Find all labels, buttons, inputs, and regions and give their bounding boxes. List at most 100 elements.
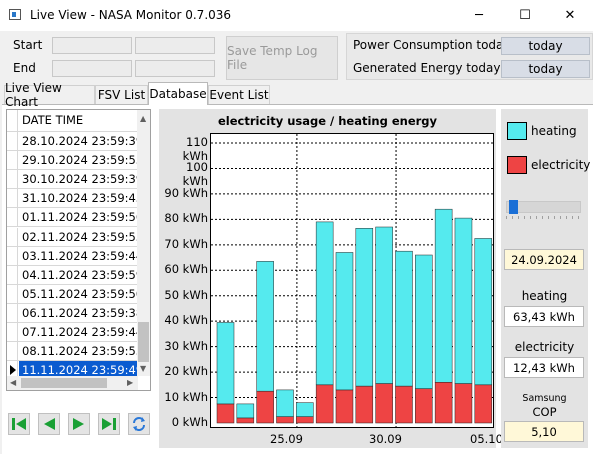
heating-bar xyxy=(355,228,374,387)
row-indicator[interactable] xyxy=(7,303,18,322)
heating-bar xyxy=(256,261,274,392)
y-tick-label: 60 kWh xyxy=(164,262,208,277)
heating-bar xyxy=(335,252,354,391)
tab-database[interactable]: Database xyxy=(148,82,208,105)
date-slider[interactable] xyxy=(506,200,581,219)
legend-electricity-swatch xyxy=(507,156,527,174)
title-bar xyxy=(0,0,593,31)
cell-date-time: 30.10.2024 23:59:39 xyxy=(22,172,144,187)
cell-date-time: 05.11.2024 23:59:50 xyxy=(22,286,144,301)
cell-date-time: 29.10.2024 23:59:55 xyxy=(22,153,144,168)
heating-bar xyxy=(454,217,473,384)
heating-bar xyxy=(276,389,294,417)
electricity-bar xyxy=(236,417,255,424)
table-row[interactable]: 30.10.2024 23:59:39 xyxy=(7,170,143,190)
tab-fsv-list[interactable]: FSV List xyxy=(95,85,148,104)
legend-electricity-label: electricity xyxy=(531,158,591,172)
end-time-field[interactable] xyxy=(135,60,215,77)
scroll-down-icon[interactable]: ▼ xyxy=(140,364,147,373)
table-row[interactable]: 28.10.2024 23:59:39 xyxy=(7,132,143,151)
y-tick-label: 10 kWh xyxy=(164,389,208,404)
maximize-icon: ☐ xyxy=(519,8,531,23)
column-header-date-time[interactable]: DATE TIME xyxy=(22,113,84,127)
refresh-icon xyxy=(133,417,145,431)
chart-plot-area[interactable] xyxy=(210,133,494,428)
tab-live-view-chart[interactable]: Live View Chart xyxy=(4,81,95,109)
vertical-scrollbar[interactable]: ▲ ▼ xyxy=(137,110,150,376)
close-button[interactable]: ✕ xyxy=(547,0,593,31)
cell-date-time: 02.11.2024 23:59:55 xyxy=(22,229,144,244)
row-indicator[interactable] xyxy=(7,151,18,170)
cell-date-time: 07.11.2024 23:59:44 xyxy=(22,325,144,339)
end-label: End xyxy=(13,61,36,75)
table-row[interactable]: 04.11.2024 23:59:59 xyxy=(7,265,143,285)
table-row[interactable]: 31.10.2024 23:59:43 xyxy=(7,189,143,209)
table-row[interactable]: 07.11.2024 23:59:44 xyxy=(7,323,143,342)
start-label: Start xyxy=(13,38,43,52)
row-indicator[interactable] xyxy=(7,132,18,150)
horizontal-scroll-thumb[interactable] xyxy=(21,378,107,388)
row-indicator[interactable] xyxy=(7,246,18,265)
legend-heating-label: heating xyxy=(531,124,577,138)
generated-energy-value: today xyxy=(501,60,590,78)
generated-energy-label: Generated Energy today xyxy=(353,61,501,75)
save-temp-log-button[interactable]: Save Temp Log File xyxy=(226,36,338,80)
prev-record-button[interactable] xyxy=(38,413,60,435)
electricity-bar xyxy=(216,403,235,424)
first-record-button[interactable] xyxy=(8,413,30,435)
end-date-field[interactable] xyxy=(52,60,132,77)
heating-bar xyxy=(434,208,453,383)
electricity-bar xyxy=(375,383,393,424)
y-tick-label: 100 kWh xyxy=(182,160,208,189)
start-time-field[interactable] xyxy=(135,37,215,54)
row-selection xyxy=(19,361,138,380)
next-record-button[interactable] xyxy=(68,413,90,435)
heating-bar xyxy=(216,322,235,405)
row-indicator[interactable] xyxy=(7,323,18,341)
cop-caption: COP xyxy=(532,405,557,419)
last-icon xyxy=(102,418,116,430)
start-date-field[interactable] xyxy=(52,37,132,54)
prev-icon xyxy=(44,418,55,430)
electricity-bar xyxy=(256,390,274,424)
refresh-button[interactable] xyxy=(128,413,150,435)
heating-bar xyxy=(315,221,334,386)
tab-event-list[interactable]: Event List xyxy=(208,85,270,104)
table-row[interactable]: 01.11.2024 23:59:56 xyxy=(7,208,143,228)
table-row[interactable]: 29.10.2024 23:59:55 xyxy=(7,151,143,171)
vertical-scroll-thumb[interactable] xyxy=(138,322,149,362)
row-indicator[interactable] xyxy=(7,265,18,284)
y-tick-label: 70 kWh xyxy=(164,236,208,251)
x-tick-label: 30.09 xyxy=(369,432,402,446)
maximize-button[interactable]: ☐ xyxy=(502,0,548,31)
table-row[interactable]: 11.11.2024 23:59:49 xyxy=(7,361,143,381)
row-indicator[interactable] xyxy=(7,361,18,380)
row-indicator[interactable] xyxy=(7,189,18,208)
close-icon: ✕ xyxy=(564,8,576,23)
row-indicator[interactable] xyxy=(7,170,18,189)
first-icon xyxy=(12,418,26,430)
row-indicator[interactable] xyxy=(7,284,18,303)
table-row[interactable]: 02.11.2024 23:59:55 xyxy=(7,227,143,247)
table-row[interactable]: 08.11.2024 23:59:55 xyxy=(7,342,143,362)
scroll-right-icon[interactable]: ▶ xyxy=(127,378,134,387)
row-indicator[interactable] xyxy=(7,342,18,361)
horizontal-scrollbar[interactable]: ◀ ▶ xyxy=(7,376,138,390)
database-grid[interactable]: DATE TIME 28.10.2024 23:59:39 29.10.2024 … xyxy=(6,109,151,391)
minimize-button[interactable]: ─ xyxy=(456,0,502,31)
last-record-button[interactable] xyxy=(98,413,120,435)
row-indicator[interactable] xyxy=(7,208,18,227)
heating-bar xyxy=(395,250,413,387)
table-row[interactable]: 05.11.2024 23:59:50 xyxy=(7,284,143,304)
row-indicator[interactable] xyxy=(7,227,18,246)
table-row[interactable]: 06.11.2024 23:59:38 xyxy=(7,303,143,323)
cop-value: 5,10 xyxy=(504,421,584,442)
heating-bar xyxy=(415,254,433,389)
cell-date-time: 08.11.2024 23:59:55 xyxy=(22,344,144,359)
y-tick-label: 80 kWh xyxy=(164,211,208,226)
scroll-left-icon[interactable]: ◀ xyxy=(10,378,17,387)
slider-thumb[interactable] xyxy=(509,200,519,214)
electricity-bar xyxy=(434,382,453,424)
table-row[interactable]: 03.11.2024 23:59:44 xyxy=(7,246,143,266)
scroll-up-icon[interactable]: ▲ xyxy=(140,114,147,123)
